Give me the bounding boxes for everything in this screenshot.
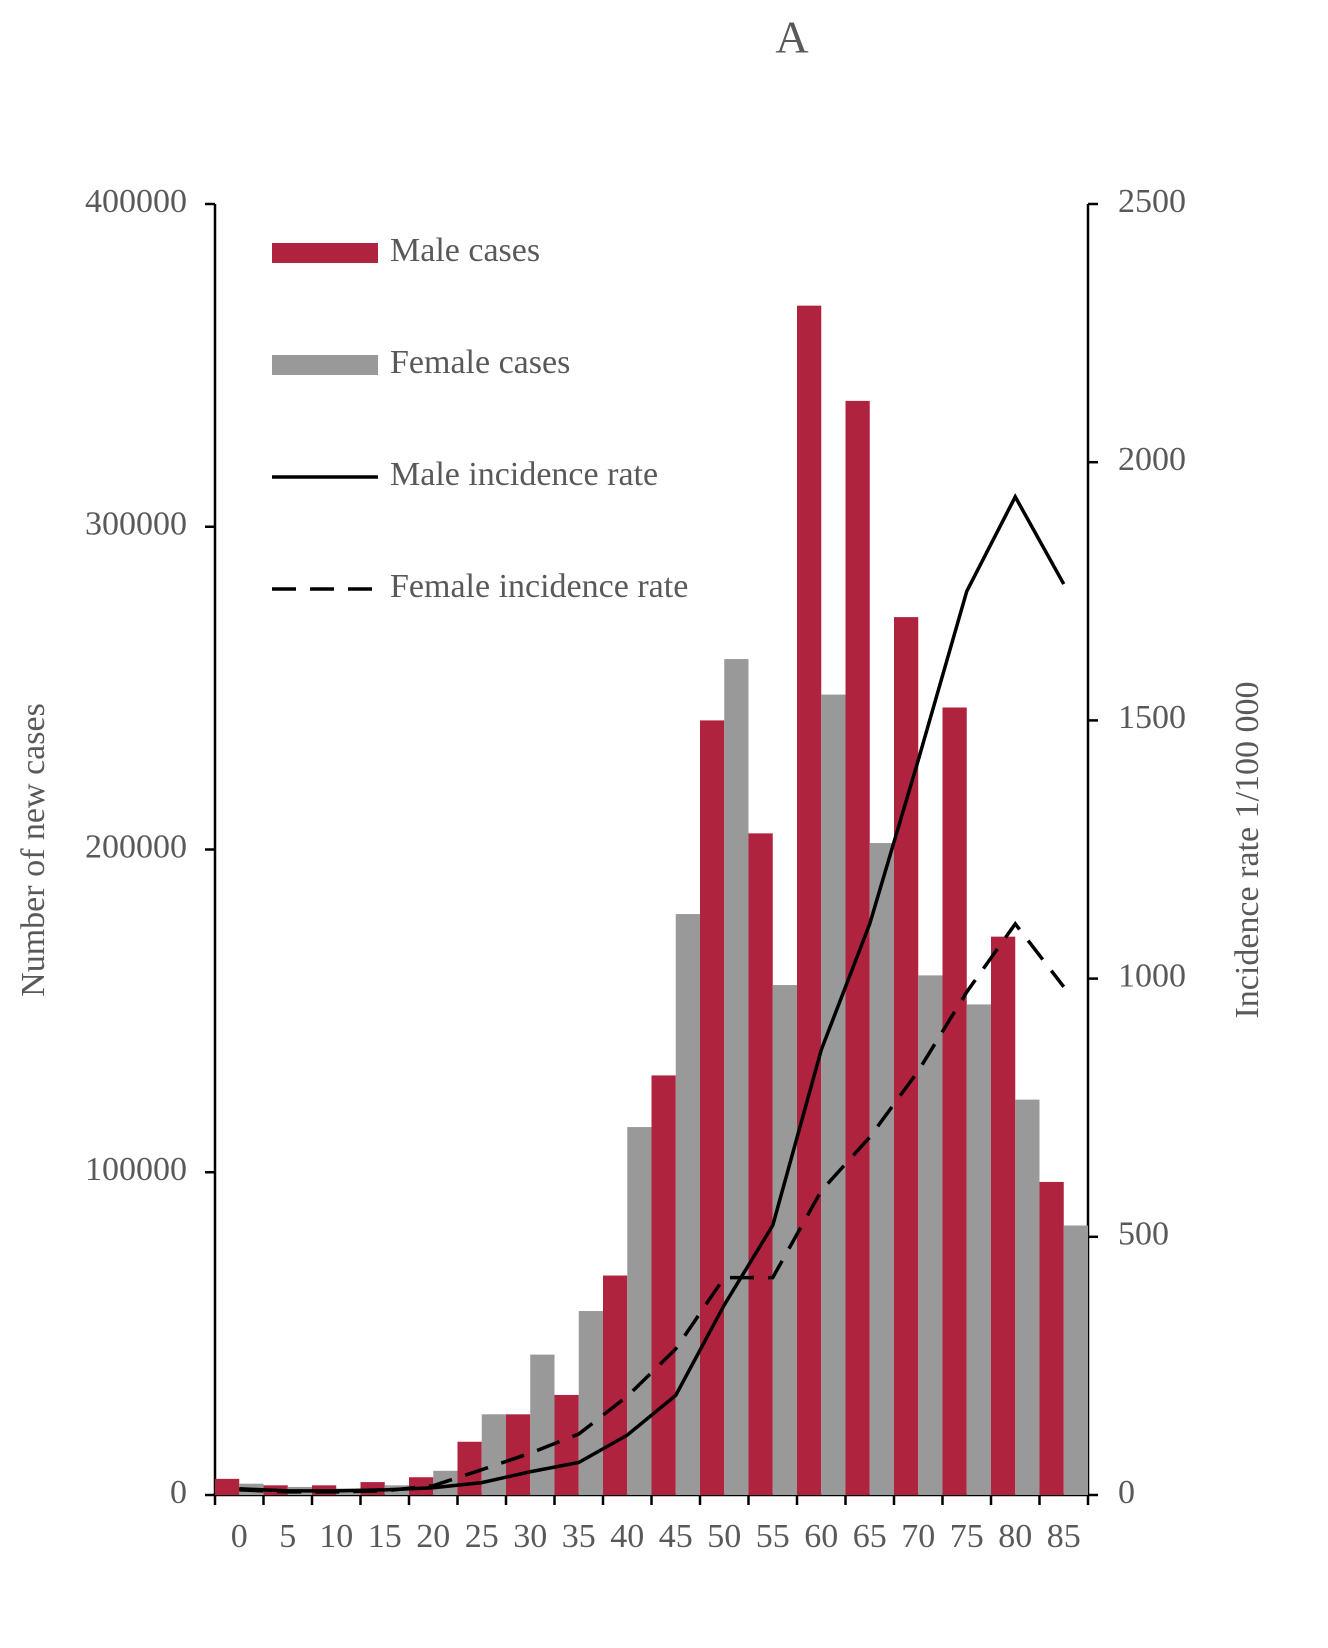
bar: [409, 1477, 434, 1495]
x-tick-label: 80: [998, 1518, 1032, 1555]
x-tick-label: 65: [853, 1518, 887, 1555]
x-tick-label: 85: [1047, 1518, 1081, 1555]
bar: [506, 1414, 531, 1495]
x-tick-label: 75: [950, 1518, 984, 1555]
legend-label: Male cases: [390, 232, 540, 269]
bar: [991, 936, 1016, 1495]
bar: [530, 1354, 555, 1495]
legend-swatch: [272, 243, 378, 263]
y-tick-label: 0: [170, 1474, 187, 1511]
x-tick-label: 55: [756, 1518, 790, 1555]
bar: [748, 833, 773, 1495]
legend-label: Female incidence rate: [390, 568, 688, 605]
bar: [700, 720, 725, 1495]
y-axis-label: Number of new cases: [15, 703, 52, 997]
bar: [1015, 1099, 1040, 1495]
bar: [651, 1075, 676, 1495]
y2-tick-label: 1000: [1118, 957, 1186, 994]
y2-tick-label: 0: [1118, 1474, 1135, 1511]
x-tick-label: 20: [416, 1518, 450, 1555]
bar: [457, 1441, 482, 1495]
bar: [1039, 1181, 1064, 1495]
bar: [578, 1311, 603, 1495]
x-tick-label: 10: [319, 1518, 353, 1555]
x-tick-label: 40: [610, 1518, 644, 1555]
y2-tick-label: 1500: [1118, 699, 1186, 736]
y2-tick-label: 2500: [1118, 183, 1186, 220]
x-tick-label: 35: [562, 1518, 596, 1555]
y-tick-label: 300000: [85, 506, 187, 543]
y2-tick-label: 2000: [1118, 441, 1186, 478]
bar: [966, 1004, 991, 1495]
bar: [724, 659, 749, 1495]
bar: [603, 1275, 628, 1495]
y-tick-label: 200000: [85, 828, 187, 865]
bar: [845, 400, 870, 1496]
legend-label: Female cases: [390, 344, 570, 381]
y2-axis-label: Incidence rate 1/100 000: [1229, 681, 1266, 1018]
bar: [215, 1478, 240, 1495]
y-tick-label: 400000: [85, 183, 187, 220]
line: [239, 920, 1066, 1494]
bar: [894, 617, 919, 1495]
y-tick-label: 100000: [85, 1151, 187, 1188]
x-tick-label: 45: [659, 1518, 693, 1555]
legend-label: Male incidence rate: [390, 456, 658, 493]
x-tick-label: 60: [804, 1518, 838, 1555]
x-tick-label: 15: [368, 1518, 402, 1555]
chart-title: A: [775, 12, 808, 63]
bar: [821, 694, 846, 1495]
x-tick-label: 50: [707, 1518, 741, 1555]
x-tick-label: 70: [901, 1518, 935, 1555]
bar: [869, 843, 894, 1495]
x-tick-label: 25: [465, 1518, 499, 1555]
bar: [627, 1127, 652, 1495]
bar: [554, 1394, 579, 1495]
bar: [675, 914, 700, 1495]
bar: [797, 305, 822, 1495]
x-tick-label: 0: [231, 1518, 248, 1555]
bar: [1063, 1225, 1088, 1495]
x-tick-label: 5: [279, 1518, 296, 1555]
bar: [942, 707, 967, 1495]
legend-swatch: [272, 355, 378, 375]
y2-tick-label: 500: [1118, 1216, 1169, 1253]
x-tick-label: 30: [513, 1518, 547, 1555]
